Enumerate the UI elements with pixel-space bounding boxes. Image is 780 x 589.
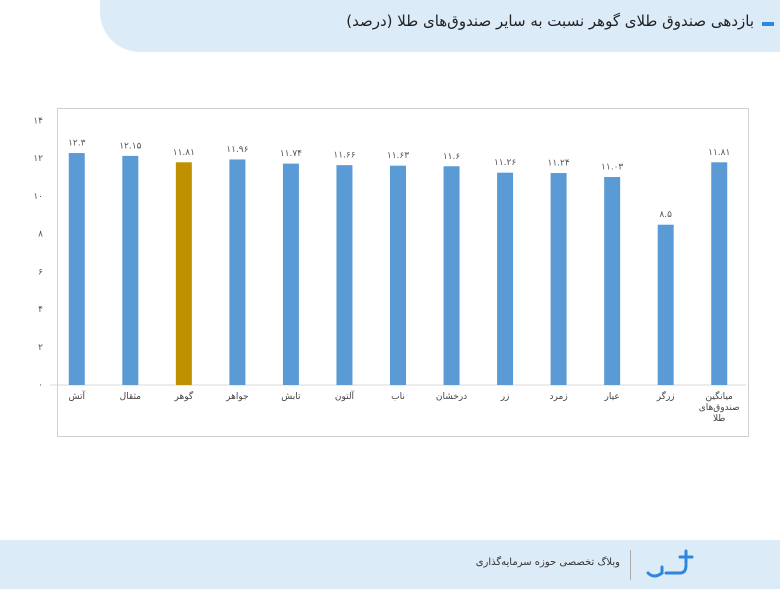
x-tick-label: زرگر: [656, 392, 675, 402]
y-tick-label: ۴: [38, 305, 43, 315]
x-tick-label: تابش: [281, 392, 301, 402]
data-label: ۱۱.۷۴: [280, 149, 302, 159]
y-tick-label: ۱۰: [33, 192, 43, 202]
title-marker: [762, 22, 774, 26]
bar: [443, 166, 460, 385]
data-label: ۱۱.۲۶: [494, 158, 516, 168]
x-tick-label: آتش: [68, 392, 85, 402]
y-tick-label: ۱۲: [33, 154, 43, 164]
bar: [711, 162, 728, 385]
x-tick-label: ناب: [391, 392, 405, 402]
page-title: بازدهی صندوق طلای گوهر نسبت به سایر صندو…: [346, 12, 754, 30]
separator: [630, 550, 631, 580]
header-band: بازدهی صندوق طلای گوهر نسبت به سایر صندو…: [100, 0, 780, 52]
y-tick-label: ۱۴: [33, 117, 43, 127]
bar: [229, 159, 246, 385]
y-tick-label: ۶: [38, 267, 43, 277]
x-tick-label: عیار: [604, 392, 620, 402]
y-tick-label: ۲: [38, 343, 43, 353]
data-label: ۱۲.۳: [68, 139, 86, 149]
data-label: ۱۱.۸۱: [173, 148, 195, 158]
bar: [657, 224, 674, 385]
data-label: ۱۱.۹۶: [226, 145, 248, 155]
y-tick-label: ۰: [38, 381, 43, 391]
bar: [497, 172, 514, 385]
footer-tagline: وبلاگ تخصصی حوزه سرمایه‌گذاری: [475, 557, 620, 568]
y-tick-label: ۸: [38, 230, 43, 240]
x-tick-label: زمرد: [549, 392, 568, 402]
chart-frame: [57, 108, 749, 437]
x-tick-label: آلتون: [334, 392, 355, 402]
bar: [336, 165, 353, 385]
x-tick-label: جواهر: [226, 392, 249, 402]
data-label: ۱۱.۲۴: [548, 159, 570, 169]
data-label: ۱۲.۱۵: [119, 141, 141, 151]
data-label: ۸.۵: [659, 210, 672, 220]
bar: [390, 165, 406, 385]
logo: [646, 549, 694, 578]
footer-band: وبلاگ تخصصی حوزه سرمایه‌گذاری: [0, 540, 780, 589]
x-tick-label: گوهر: [174, 392, 194, 402]
data-label: ۱۱.۶۶: [333, 151, 355, 161]
bar: [175, 162, 192, 385]
x-tick-label: مثقال: [119, 392, 141, 402]
data-label: ۱۱.۶: [443, 152, 461, 162]
bar: [68, 153, 85, 385]
data-label: ۱۱.۸۱: [708, 148, 730, 158]
bar: [604, 177, 621, 385]
x-tick-label: میانگین صندوق‌های طلا: [698, 392, 740, 424]
bar: [122, 155, 139, 385]
data-label: ۱۱.۰۳: [601, 163, 623, 173]
x-tick-label: درخشان: [435, 392, 468, 402]
bar: [282, 163, 299, 385]
x-tick-label: زر: [500, 392, 510, 402]
data-label: ۱۱.۶۳: [387, 151, 409, 161]
bar: [550, 173, 567, 385]
